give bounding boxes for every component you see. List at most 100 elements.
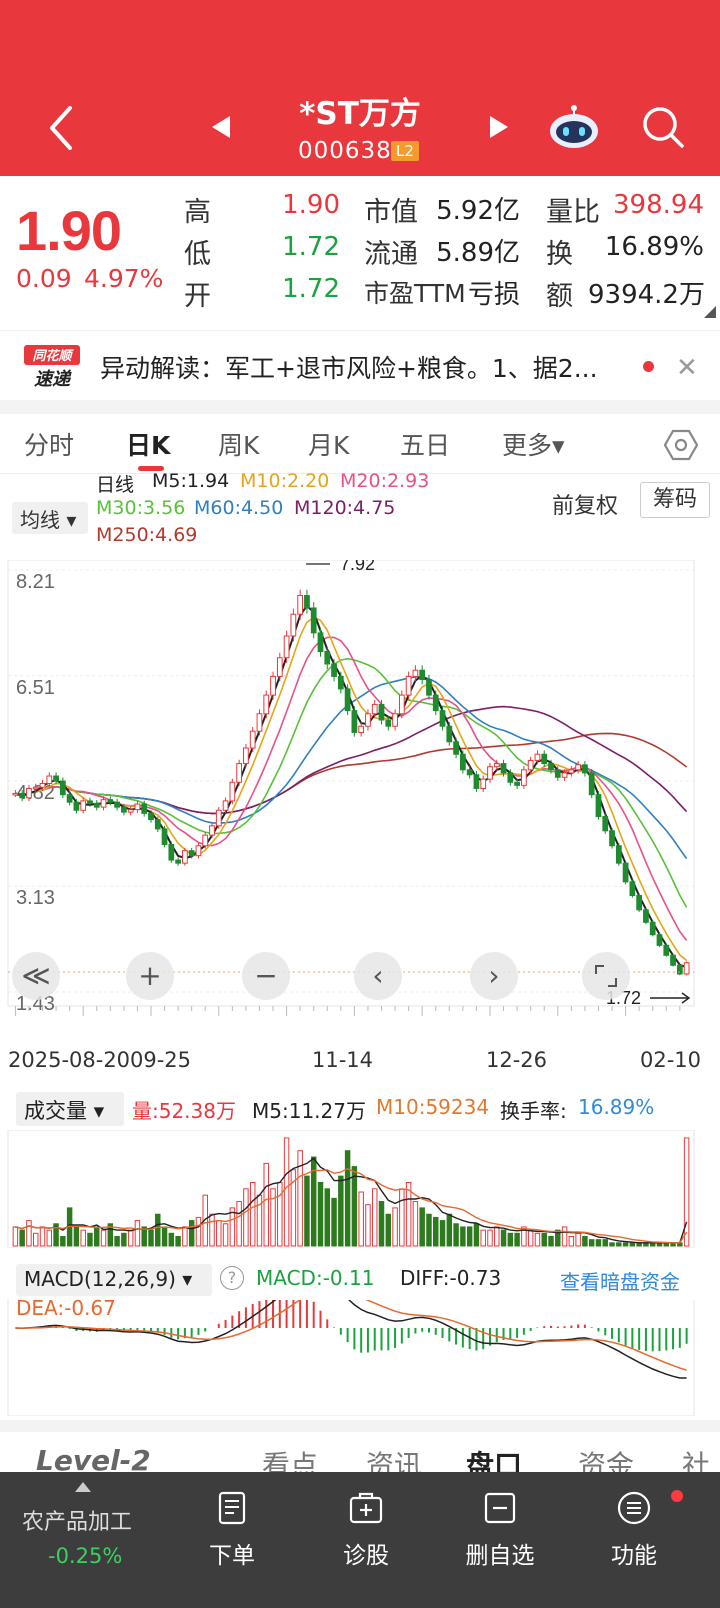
volume-bar [453, 1223, 459, 1247]
volume-bar [297, 1150, 303, 1247]
y-tick-label: 6.51 [16, 677, 55, 699]
search-icon[interactable] [640, 104, 686, 150]
volume-bar [202, 1194, 208, 1247]
candle-body [582, 764, 588, 774]
volume-bar [80, 1229, 86, 1247]
news-banner[interactable]: 同花顺 速递 异动解读：军工+退市风险+粮食。1、据2... ✕ [0, 330, 720, 400]
settings-hexagon-icon[interactable] [664, 428, 698, 462]
subtab-community[interactable]: 社 [682, 1449, 711, 1472]
candle-body [527, 759, 534, 771]
candle-body [636, 895, 643, 911]
fullscreen-button[interactable] [582, 952, 630, 1000]
volume-bar [405, 1181, 412, 1247]
diagnose-label: 诊股 [343, 1543, 389, 1569]
volume-bar [433, 1216, 439, 1247]
ai-robot-icon[interactable] [548, 104, 600, 150]
zoom-out-button[interactable] [242, 952, 290, 1000]
subtab-level2[interactable]: Level-2 [36, 1444, 151, 1472]
candle-body [270, 675, 276, 696]
candle-body [310, 607, 317, 634]
remove-watchlist-button[interactable]: 删自选 [440, 1490, 560, 1570]
volume-bar [331, 1197, 337, 1247]
candle-body [568, 769, 575, 774]
scroll-right-button[interactable] [470, 952, 518, 1000]
volume-bar [534, 1232, 541, 1247]
tab-intraday[interactable]: 分时 [24, 431, 75, 460]
volume-bar [107, 1223, 114, 1247]
news-text[interactable]: 异动解读：军工+退市风险+粮食。1、据2... [100, 354, 598, 383]
candle-body [304, 595, 310, 609]
volume-bar [168, 1232, 175, 1247]
volume-bar [53, 1223, 59, 1247]
sector-name[interactable]: 农产品加工 [22, 1510, 133, 1535]
candle-body [39, 782, 46, 788]
next-stock-icon[interactable] [488, 114, 510, 140]
macd-help-icon[interactable]: ? [220, 1266, 244, 1290]
scroll-left-button[interactable] [354, 952, 402, 1000]
candle-body [175, 859, 181, 864]
expand-up-icon[interactable] [75, 1482, 91, 1492]
candle-body [459, 753, 466, 771]
chips-button[interactable]: 筹码 [640, 482, 710, 518]
tab-five-day[interactable]: 五日 [400, 431, 451, 460]
subtab-highlights[interactable]: 看点 [262, 1449, 319, 1472]
dark-pool-link[interactable]: 查看暗盘资金 [560, 1270, 680, 1294]
candle-body [392, 713, 398, 727]
macd-selector[interactable]: MACD(12,26,9) ▾ [16, 1264, 212, 1296]
candle-body [59, 780, 66, 796]
turnover-rate-label: 换手率: [500, 1099, 567, 1123]
candle-body [32, 786, 39, 790]
candle-body [168, 843, 175, 861]
volume-bar [473, 1223, 480, 1247]
order-button[interactable]: 下单 [172, 1490, 292, 1570]
volume-selector[interactable]: 成交量 ▾ [16, 1092, 124, 1126]
current-price: 1.90 [16, 199, 122, 262]
volume-bar [365, 1204, 371, 1247]
ma120-value: M120:4.75 [294, 497, 396, 519]
candle-body [426, 679, 432, 696]
volume-bar [426, 1213, 432, 1247]
volume-bar [148, 1229, 154, 1247]
high-label: 高 [184, 197, 211, 228]
tab-monthly-k[interactable]: 月K [308, 431, 350, 460]
volume-bar [595, 1239, 602, 1247]
volume-chart[interactable] [0, 1130, 720, 1248]
diagnose-button[interactable]: 诊股 [306, 1490, 426, 1570]
candle-body [554, 769, 561, 778]
candle-body [188, 850, 195, 857]
line-type-label: 日线 [96, 474, 135, 496]
candle-body [575, 764, 582, 771]
volume-bar [100, 1229, 107, 1247]
tab-weekly-k[interactable]: 周K [218, 431, 260, 460]
collapse-button[interactable] [12, 952, 60, 1000]
volume-bar [141, 1226, 147, 1247]
quote-panel[interactable]: 1.90 0.09 4.97% 高 1.90 低 1.72 开 1.72 市值 … [0, 176, 720, 330]
previous-stock-icon[interactable] [210, 114, 232, 140]
candle-body [385, 719, 392, 727]
function-button[interactable]: 功能 [574, 1490, 694, 1570]
macd-chart[interactable] [0, 1300, 720, 1416]
close-news-icon[interactable]: ✕ [676, 353, 698, 383]
zoom-in-button[interactable] [126, 952, 174, 1000]
volume-bar [521, 1226, 527, 1247]
ma-selector[interactable]: 均线 ▾ [12, 502, 88, 534]
candle-body [80, 800, 87, 811]
volume-bar [555, 1229, 561, 1247]
x-tick-label: 2025-08-20 [8, 1048, 131, 1072]
volume-bar [629, 1242, 636, 1247]
candle-body [466, 769, 473, 776]
low-value: 1.72 [282, 232, 340, 262]
subtab-news[interactable]: 资讯 [366, 1449, 423, 1472]
candle-body [649, 921, 656, 936]
candlestick-chart[interactable]: 8.216.514.823.131.437.921.72≪ + − ‹ › [0, 560, 720, 1040]
subtab-capital[interactable]: 资金 [578, 1449, 635, 1472]
diff-value: DIFF:-0.73 [400, 1266, 502, 1290]
forward-adjust-toggle[interactable]: 前复权 [552, 494, 619, 519]
candle-body [19, 792, 26, 799]
back-arrow-icon[interactable] [42, 100, 82, 156]
tab-daily-k[interactable]: 日K [126, 431, 171, 460]
subtab-order-book[interactable]: 盘口 [466, 1449, 523, 1472]
volume-m5: M5:11.27万 [252, 1099, 366, 1123]
candle-body [412, 669, 419, 677]
tab-more[interactable]: 更多▾ [502, 431, 565, 460]
